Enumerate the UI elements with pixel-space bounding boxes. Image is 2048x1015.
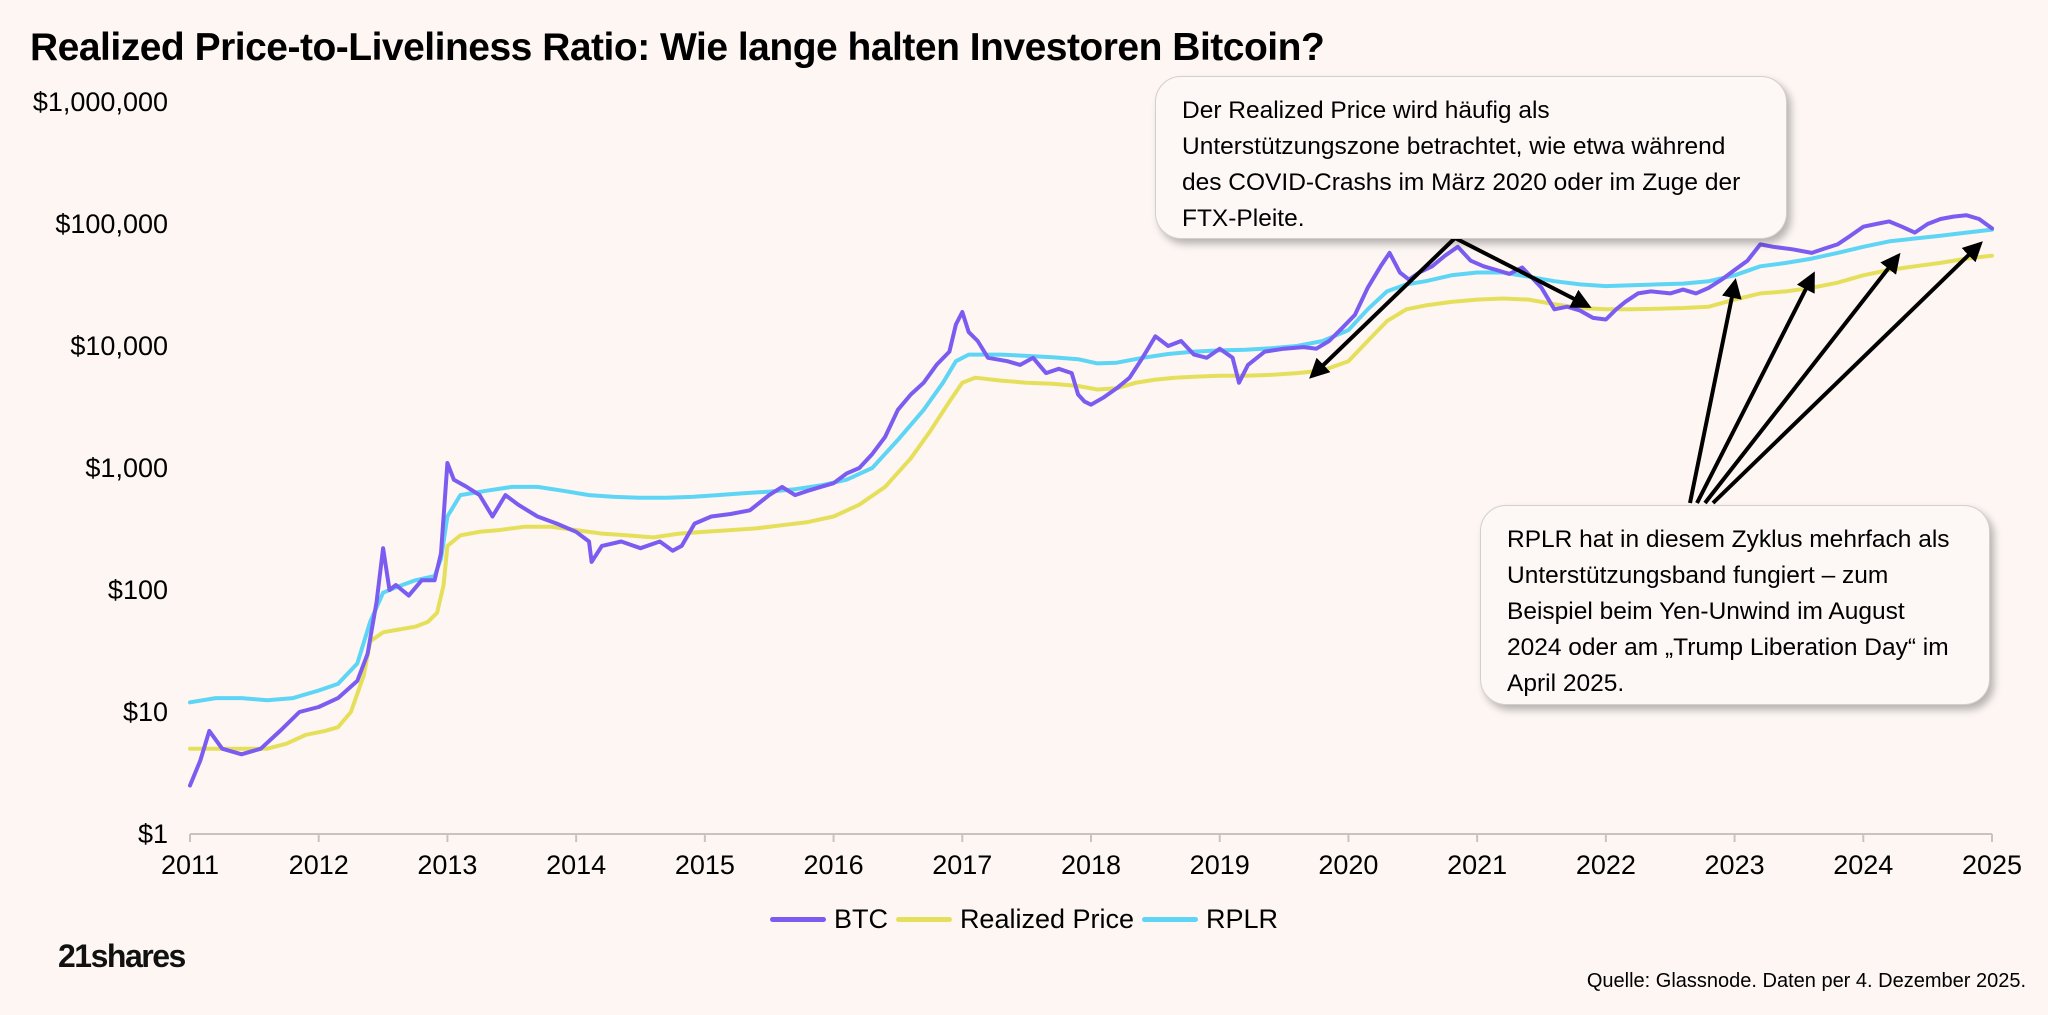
arrow-rplr-2023b: [1695, 271, 1815, 504]
y-tick-label: $100,000: [55, 209, 168, 239]
legend-swatch-realized-price: [895, 917, 952, 922]
y-tick-label: $1,000: [85, 453, 168, 483]
annotation-rplr-support: RPLR hat in diesem Zyklus mehrfach als U…: [1480, 505, 1990, 705]
arrow-covid-crash: [1309, 236, 1457, 379]
annotation-arrows: [1309, 236, 1983, 505]
y-axis-ticks: $1 $10 $100 $1,000 $10,000 $100,000 $1,000,000: [33, 87, 168, 849]
y-tick-label: $10: [123, 697, 168, 727]
legend-label-btc: BTC: [833, 904, 888, 934]
y-tick-label: $100: [108, 575, 168, 605]
source-note: Quelle: Glassnode. Daten per 4. Dezember…: [1586, 970, 2026, 992]
legend-item-rplr: RPLR: [1142, 904, 1278, 935]
x-tick-label: 2020: [1318, 850, 1378, 880]
x-tick-label: 2024: [1833, 850, 1893, 880]
y-tick-label: $1,000,000: [33, 87, 168, 117]
legend-item-realized-price: Realized Price: [895, 904, 1135, 935]
annotation-realized-price: Der Realized Price wird häufig als Unter…: [1155, 76, 1787, 239]
arrow-ftx: [1454, 236, 1592, 308]
series-line-realized-price: [188, 253, 1994, 751]
page-title: Realized Price-to-Liveliness Ratio: Wie …: [30, 26, 1325, 69]
x-tick-label: 2018: [1061, 850, 1121, 880]
legend-label-realized-price: Realized Price: [959, 904, 1135, 934]
y-tick-label: $10,000: [70, 331, 168, 361]
x-tick-label: 2015: [675, 850, 735, 880]
x-axis: 2011 2012 2013 2014 2015 2016 2017 2018 2019 2020…: [161, 833, 2022, 880]
series-line-btc: [188, 213, 1994, 788]
series-lines: [188, 213, 1994, 788]
legend-label-rplr: RPLR: [1206, 904, 1279, 934]
legend-swatch-rplr: [1142, 917, 1199, 922]
x-tick-label: 2019: [1190, 850, 1250, 880]
brand-logo: 21shares: [58, 938, 186, 974]
x-tick-label: 2011: [161, 850, 219, 880]
arrow-liberation-day: [1711, 241, 1983, 505]
x-tick-label: 2023: [1705, 850, 1765, 880]
legend: BTC Realized Price RPLR: [0, 904, 2048, 935]
legend-item-btc: BTC: [769, 904, 888, 935]
x-tick-label: 2022: [1576, 850, 1636, 880]
x-tick-label: 2014: [546, 850, 606, 880]
arrow-rplr-2023: [1688, 278, 1742, 504]
y-tick-label: $1: [138, 819, 168, 849]
legend-swatch-btc: [769, 917, 826, 922]
x-tick-label: 2017: [932, 850, 992, 880]
arrow-yen-unwind: [1703, 252, 1901, 505]
x-tick-label: 2013: [417, 850, 477, 880]
x-tick-label: 2016: [804, 850, 864, 880]
x-tick-label: 2025: [1962, 850, 2022, 880]
x-tick-label: 2021: [1447, 850, 1507, 880]
x-tick-label: 2012: [289, 850, 349, 880]
